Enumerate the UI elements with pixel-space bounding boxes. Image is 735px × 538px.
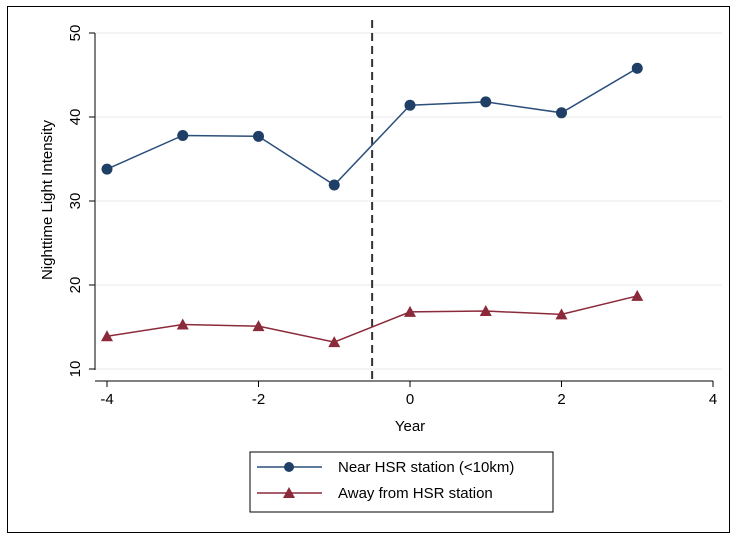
y-tick-label: 20	[67, 277, 84, 294]
data-point-away	[101, 330, 113, 342]
y-tick-label: 50	[67, 25, 84, 42]
legend: Near HSR station (<10km) Away from HSR s…	[249, 451, 554, 513]
y-tick-label: 30	[67, 193, 84, 210]
data-point-near	[177, 129, 189, 141]
x-tick-label: 4	[709, 391, 717, 408]
data-point-away	[404, 305, 416, 317]
series-line-near	[106, 67, 638, 187]
data-point-away	[631, 289, 644, 301]
x-tick-label: 0	[406, 391, 414, 408]
legend-label-away: Away from HSR station	[338, 485, 493, 502]
y-tick-label: 40	[67, 109, 84, 126]
data-point-near	[556, 107, 567, 119]
data-point-near	[480, 96, 492, 108]
x-axis-label: Year	[395, 418, 425, 435]
x-tick-label: 2	[557, 391, 565, 408]
data-point-near	[101, 163, 113, 175]
data-point-near	[631, 62, 643, 74]
y-ticks: 10 20 30 40 50	[67, 25, 95, 378]
data-point-away	[328, 336, 341, 348]
y-axis-label: Nighttime Light Intensity	[39, 119, 56, 280]
data-point-away	[252, 320, 265, 332]
data-point-away	[479, 305, 492, 317]
data-point-away	[176, 318, 189, 330]
grid-lines	[96, 32, 722, 370]
legend-marker-away	[283, 487, 295, 498]
series-line-away	[106, 295, 638, 343]
legend-marker-near	[284, 462, 294, 472]
data-point-near	[328, 179, 340, 191]
y-tick-label: 10	[67, 361, 84, 378]
series-group	[101, 62, 644, 348]
chart-frame	[7, 6, 730, 533]
data-point-near	[253, 130, 264, 142]
legend-box	[249, 451, 554, 513]
x-tick-label: -2	[252, 391, 265, 408]
data-point-near	[404, 99, 416, 111]
legend-label-near: Near HSR station (<10km)	[338, 459, 514, 476]
x-tick-label: -4	[100, 391, 113, 408]
x-ticks: -4 -2 0 2 4	[100, 381, 717, 408]
data-point-away	[555, 308, 568, 320]
